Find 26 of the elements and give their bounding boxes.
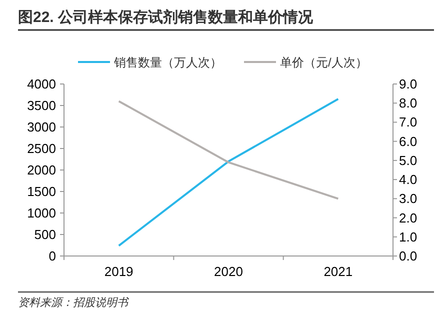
y2-tick-label: 3.0 [399, 191, 418, 206]
x-tick-label: 2020 [214, 264, 243, 279]
x-tick-label: 2021 [324, 264, 353, 279]
y2-tick-label: 7.0 [399, 114, 418, 130]
y2-tick-label: 9.0 [399, 76, 418, 92]
y-tick-label: 2500 [27, 141, 56, 156]
y-tick-label: 500 [34, 227, 56, 242]
y-tick-label: 1000 [27, 206, 56, 220]
y-tick-label: 1500 [27, 184, 56, 199]
y-tick-label: 2000 [27, 162, 56, 178]
y2-tick-label: 0.0 [399, 248, 418, 264]
legend-label: 销售数量（万人次） [113, 56, 222, 70]
y-tick-label: 4000 [27, 76, 56, 92]
y2-tick-label: 1.0 [399, 229, 418, 244]
y2-tick-label: 6.0 [399, 134, 418, 149]
y-tick-label: 3000 [27, 120, 56, 134]
y2-tick-label: 4.0 [399, 172, 418, 188]
x-tick-label: 2019 [104, 264, 134, 279]
y2-tick-label: 8.0 [399, 96, 418, 111]
y-tick-label: 0 [48, 248, 56, 264]
chart-title: 图22. 公司样本保存试剂销售数量和单价情况 [18, 8, 314, 26]
y2-tick-label: 5.0 [399, 152, 418, 168]
y-tick-label: 3500 [27, 98, 56, 113]
y2-tick-label: 2.0 [399, 210, 418, 226]
legend-label: 单价（元/人次） [280, 56, 368, 70]
text: 资料来源：招股说明书 [18, 296, 130, 309]
